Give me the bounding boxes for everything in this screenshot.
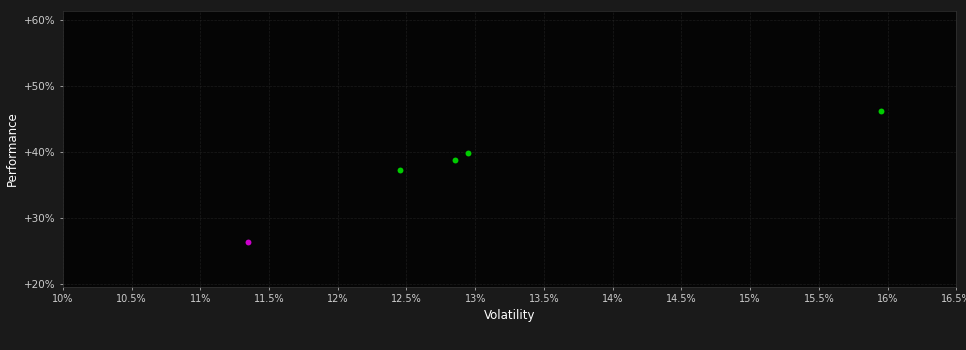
X-axis label: Volatility: Volatility: [484, 309, 535, 322]
Y-axis label: Performance: Performance: [6, 111, 18, 186]
Point: [392, 168, 408, 173]
Point: [447, 157, 463, 163]
Point: [241, 239, 256, 245]
Point: [461, 150, 476, 156]
Point: [873, 108, 889, 114]
